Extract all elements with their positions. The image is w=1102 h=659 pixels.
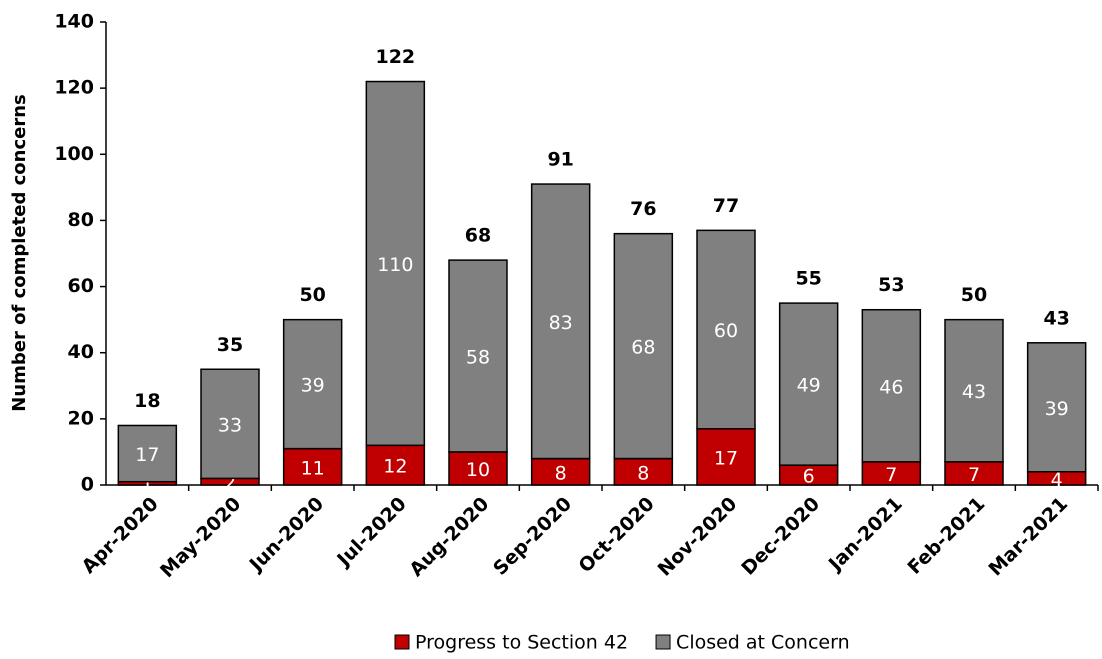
segment-label: 7 xyxy=(885,464,897,486)
segment-label: 12 xyxy=(383,456,407,478)
segment-label: 39 xyxy=(1045,398,1069,420)
total-label: 18 xyxy=(134,390,160,412)
segment-label: 33 xyxy=(218,414,242,436)
total-label: 68 xyxy=(465,225,491,247)
x-tick-label: Nov-2020 xyxy=(654,493,742,581)
segment-label: 4 xyxy=(1051,469,1063,491)
x-tick-label: Jan-2021 xyxy=(823,493,907,577)
y-tick-label: 80 xyxy=(68,209,94,231)
segment-label: 6 xyxy=(803,466,815,488)
bar-segment xyxy=(200,368,260,480)
bar-segment xyxy=(944,318,1004,463)
y-tick-label: 100 xyxy=(54,143,94,165)
x-tick-label: Mar-2021 xyxy=(984,493,1072,581)
legend-label: Progress to Section 42 xyxy=(415,632,628,654)
y-tick-label: 120 xyxy=(54,77,94,99)
total-label: 50 xyxy=(299,284,325,306)
total-label: 77 xyxy=(713,195,739,217)
y-tick-label: 40 xyxy=(68,341,94,363)
x-tick-label: May-2020 xyxy=(156,493,245,582)
bar-segment xyxy=(530,183,591,460)
legend-swatch xyxy=(394,634,410,650)
bar-segment xyxy=(282,447,343,486)
total-label: 55 xyxy=(795,268,821,290)
segment-label: 39 xyxy=(301,375,325,397)
bar-segment xyxy=(696,428,756,486)
bar-segment xyxy=(117,424,178,483)
total-label: 35 xyxy=(217,334,243,356)
y-tick-label: 140 xyxy=(54,11,94,33)
segment-label: 17 xyxy=(714,447,738,469)
legend-swatch xyxy=(655,634,671,650)
bar-segment xyxy=(696,229,756,430)
y-tick-label: 20 xyxy=(68,407,94,429)
bar-segment xyxy=(282,318,343,450)
x-tick-label: Aug-2020 xyxy=(405,493,493,581)
segment-label: 8 xyxy=(637,462,649,484)
bar-segment xyxy=(861,308,922,463)
legend-label: Closed at Concern xyxy=(676,632,850,654)
x-tick-label: Apr-2020 xyxy=(78,493,163,578)
bar-segment xyxy=(613,232,674,460)
segment-label: 46 xyxy=(879,376,903,398)
bar-segment xyxy=(448,259,508,453)
y-tick-label: 0 xyxy=(81,474,94,496)
segment-label: 60 xyxy=(714,320,738,342)
bar-segment xyxy=(1026,342,1087,473)
total-label: 53 xyxy=(878,274,904,296)
x-tick-label: Feb-2021 xyxy=(904,493,990,579)
total-label: 76 xyxy=(630,198,656,220)
segment-label: 58 xyxy=(466,347,490,369)
bar-segment xyxy=(778,302,839,466)
y-tick-label: 60 xyxy=(68,275,94,297)
total-label: 91 xyxy=(547,149,573,171)
segment-label: 7 xyxy=(968,464,980,486)
bar-segment xyxy=(613,457,674,486)
segment-label: 8 xyxy=(555,462,567,484)
segment-label: 17 xyxy=(135,444,159,466)
segment-label: 83 xyxy=(549,312,573,334)
x-tick-label: Sep-2020 xyxy=(489,493,576,580)
bar-segment xyxy=(365,80,426,447)
x-tick-label: Oct-2020 xyxy=(574,493,658,577)
segment-label: 43 xyxy=(962,381,986,403)
total-label: 122 xyxy=(375,46,415,68)
x-tick-label: Jul-2020 xyxy=(332,493,411,572)
y-axis-label: Number of completed concerns xyxy=(9,94,30,412)
x-tick-label: Jun-2020 xyxy=(244,493,328,577)
x-tick-label: Dec-2020 xyxy=(737,493,824,580)
total-label: 43 xyxy=(1043,307,1069,329)
total-label: 50 xyxy=(961,284,987,306)
segment-label: 68 xyxy=(631,337,655,359)
segment-label: 49 xyxy=(797,375,821,397)
segment-label: 110 xyxy=(377,254,413,276)
segment-label: 10 xyxy=(466,459,490,481)
segment-label: 11 xyxy=(301,457,325,479)
